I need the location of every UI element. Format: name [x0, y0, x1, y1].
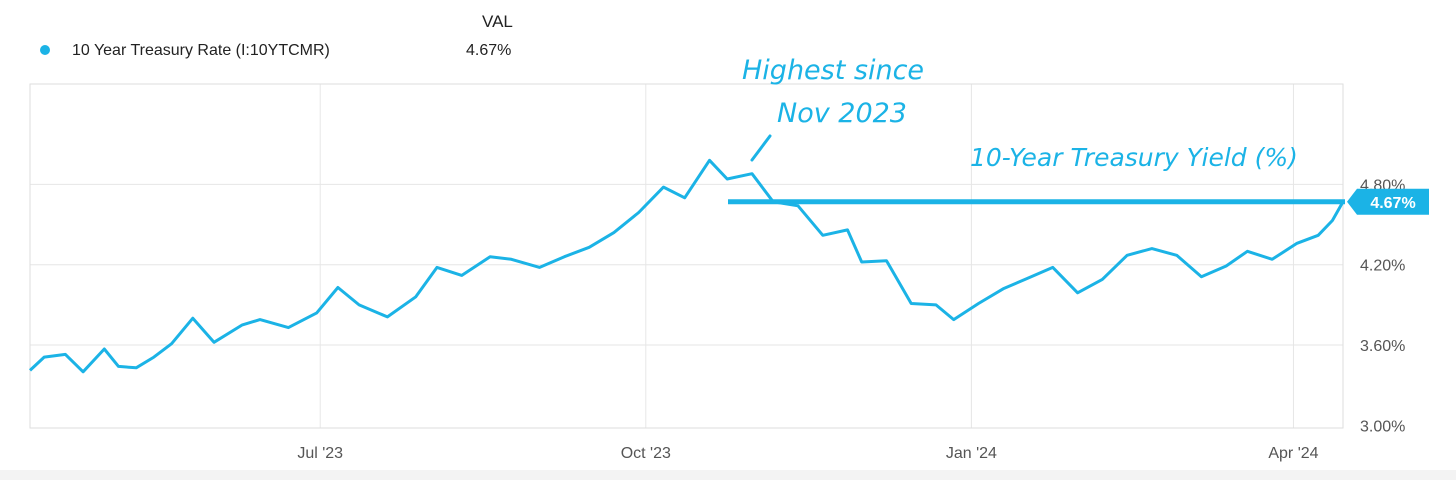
bottom-strip	[0, 470, 1456, 480]
current-value-badge-text: 4.67%	[1370, 195, 1415, 212]
annotation-peak-line2: Nov 2023	[777, 98, 907, 129]
y-tick-label: 3.00%	[1360, 418, 1405, 435]
y-tick-label: 4.20%	[1360, 258, 1405, 275]
plot-border	[29, 83, 1344, 429]
x-tick-label: Apr '24	[1268, 445, 1318, 462]
annotation-pointer	[750, 134, 772, 162]
axis-label-layer: Jul '23 Oct '23 Jan '24 Apr '244.80%4.20%3.…	[297, 177, 1405, 462]
annotation-peak-line1: Highest since	[742, 55, 924, 86]
legend-series-marker	[40, 45, 50, 55]
treasury-yield-chart: Highest since Nov 2023 10-Year Treasury …	[28, 55, 1429, 462]
grid-layer	[30, 84, 1343, 428]
current-value-badge-shape	[1347, 188, 1429, 215]
series-layer	[28, 158, 1345, 374]
series-line	[28, 158, 1345, 374]
x-tick-label: Oct '23	[621, 445, 671, 462]
annotation-layer: Highest since Nov 2023 10-Year Treasury …	[728, 55, 1345, 205]
y-tick-label: 3.60%	[1360, 338, 1405, 355]
annotation-level-label: 10-Year Treasury Yield (%)	[970, 143, 1298, 172]
legend-value-header: VAL	[482, 12, 513, 31]
x-tick-label: Jan '24	[946, 445, 997, 462]
x-tick-label: Jul '23	[297, 445, 343, 462]
current-value-badge: 4.67%	[1347, 188, 1429, 215]
legend-series-value: 4.67%	[466, 42, 512, 59]
chart-legend: VAL 10 Year Treasury Rate (I:10YTCMR) 4.…	[0, 0, 600, 80]
legend-series-name[interactable]: 10 Year Treasury Rate (I:10YTCMR)	[72, 42, 330, 59]
